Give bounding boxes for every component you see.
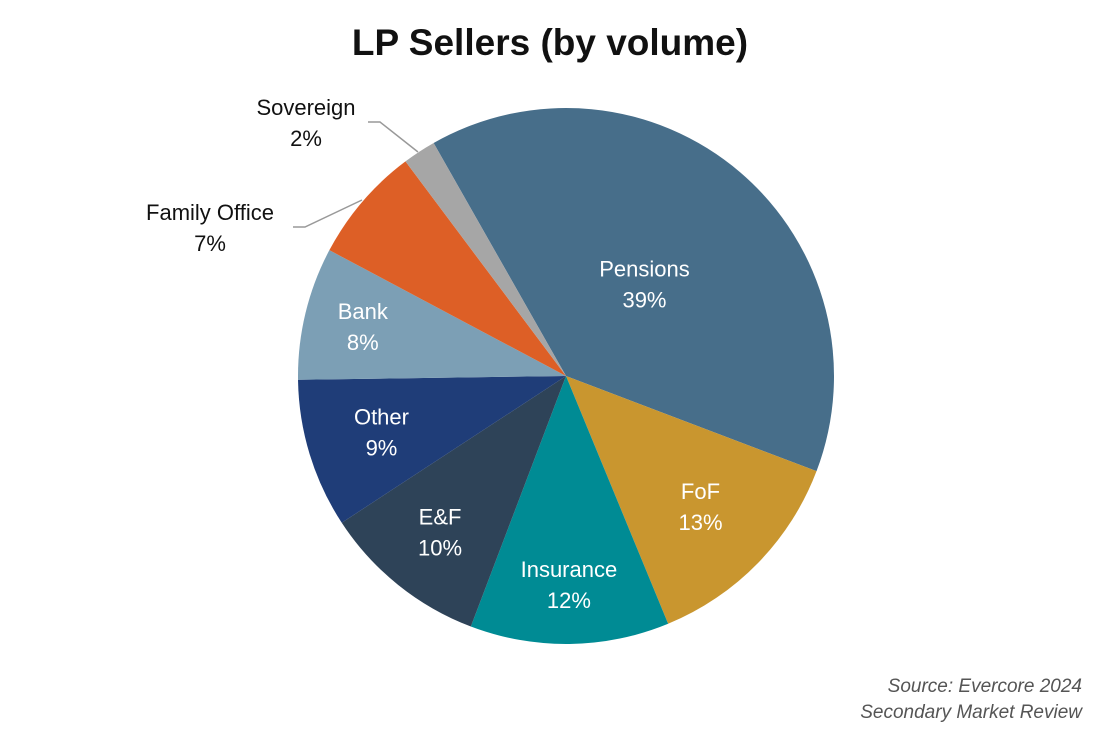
data-label-name: FoF (681, 479, 720, 504)
source-line-2: Secondary Market Review (860, 702, 1082, 723)
pie-slice-insurance (470, 376, 669, 644)
data-label-name: Sovereign (256, 95, 355, 120)
data-label-name: Pensions (599, 256, 690, 281)
data-label-value: 7% (194, 231, 226, 256)
data-label-name: Insurance (521, 557, 618, 582)
pie-slice-fof (566, 376, 817, 624)
pie-slice-e-f (341, 376, 566, 627)
data-label-value: 9% (366, 435, 398, 460)
source-line-1: Source: Evercore 2024 (887, 676, 1082, 697)
leader-line (293, 199, 363, 228)
data-label-name: Other (354, 404, 409, 429)
leader-line (368, 121, 419, 153)
data-label-value: 13% (678, 510, 722, 535)
data-label-value: 2% (290, 126, 322, 151)
pie-slice-pensions (433, 107, 834, 472)
data-label-name: Family Office (146, 200, 274, 225)
pie-slice-family-office (329, 161, 566, 376)
data-label-value: 12% (547, 588, 591, 613)
chart-title: LP Sellers (by volume) (351, 22, 749, 63)
data-label-value: 10% (418, 536, 462, 561)
pie-slice-bank (298, 250, 566, 380)
data-label-value: 8% (347, 330, 379, 355)
data-label-name: E&F (419, 505, 462, 530)
pie-slice-other (298, 376, 566, 523)
data-label-value: 39% (622, 287, 666, 312)
data-label-name: Bank (338, 299, 389, 324)
pie-slice-sovereign (405, 142, 566, 376)
